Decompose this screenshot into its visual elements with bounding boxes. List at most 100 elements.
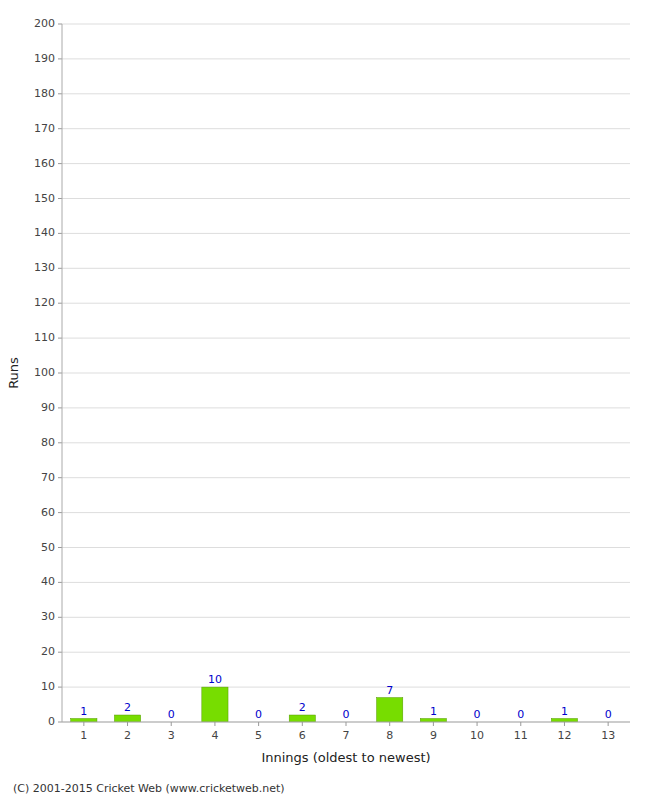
grid-line [62,198,630,199]
x-tick-label: 5 [255,729,262,742]
x-tick-label: 9 [430,729,437,742]
grid [62,24,630,722]
y-tick-label: 180 [34,87,55,100]
y-tick-label: 40 [41,575,55,588]
y-tick [58,477,62,478]
grid-line [62,477,630,478]
bar [202,687,228,722]
y-tick [58,617,62,618]
x-tick [302,722,303,726]
data-label: 7 [386,684,393,697]
y-tick [58,687,62,688]
y-tick-label: 60 [41,506,55,519]
y-tick [58,652,62,653]
x-tick [477,722,478,726]
grid-line [62,373,630,374]
y-tick-label: 0 [48,715,55,728]
y-tick-label: 190 [34,52,55,65]
x-tick [214,722,215,726]
data-label: 0 [605,708,612,721]
x-tick-label: 7 [343,729,350,742]
grid-line [62,303,630,304]
grid-line [62,58,630,59]
data-label: 2 [124,701,131,714]
x-tick [520,722,521,726]
y-tick-label: 110 [34,331,55,344]
data-label: 1 [430,705,437,718]
grid-line [62,338,630,339]
x-tick [83,722,84,726]
y-tick-label: 70 [41,471,55,484]
grid-line [62,163,630,164]
grid-line [62,582,630,583]
x-tick-label: 8 [386,729,393,742]
bars [71,687,578,722]
y-tick-label: 20 [41,645,55,658]
y-tick [58,58,62,59]
y-axis [62,24,63,722]
data-label: 0 [168,708,175,721]
x-tick [171,722,172,726]
y-tick-label: 170 [34,122,55,135]
x-tick [433,722,434,726]
y-tick [58,722,62,723]
x-tick [389,722,390,726]
data-label: 1 [561,705,568,718]
y-tick-label: 90 [41,401,55,414]
bar [71,719,97,722]
data-label: 2 [299,701,306,714]
x-tick [258,722,259,726]
x-tick-label: 11 [514,729,528,742]
chart-container: 0102030405060708090100110120130140150160… [0,0,650,800]
y-tick-label: 160 [34,157,55,170]
x-tick-label: 12 [557,729,571,742]
y-tick-label: 100 [34,366,55,379]
data-label: 0 [343,708,350,721]
grid-line [62,128,630,129]
footer: (C) 2001-2015 Cricket Web (www.cricketwe… [13,782,285,795]
y-tick-label: 80 [41,436,55,449]
grid-line [62,268,630,269]
grid-line [62,24,630,25]
data-label: 10 [208,673,222,686]
y-tick-label: 50 [41,541,55,554]
bar [551,719,577,722]
chart: 0102030405060708090100110120130140150160… [0,0,650,800]
data-label: 0 [474,708,481,721]
y-tick [58,582,62,583]
data-label: 0 [517,708,524,721]
x-axis-label: Innings (oldest to newest) [261,750,430,765]
y-tick-label: 140 [34,226,55,239]
bar [377,698,403,722]
x-tick-label: 13 [601,729,615,742]
grid-line [62,617,630,618]
data-label: 1 [80,705,87,718]
y-tick-label: 200 [34,17,55,30]
grid-line [62,407,630,408]
grid-line [62,652,630,653]
bar [114,715,140,722]
y-tick-label: 30 [41,610,55,623]
y-tick [58,442,62,443]
grid-line [62,93,630,94]
y-axis-label: Runs [6,357,21,389]
grid-line [62,442,630,443]
x-tick [608,722,609,726]
y-tick [58,163,62,164]
y-tick [58,93,62,94]
data-label: 0 [255,708,262,721]
y-tick [58,512,62,513]
x-tick-label: 10 [470,729,484,742]
y-tick [58,338,62,339]
x-tick [127,722,128,726]
x-tick [564,722,565,726]
bar [289,715,315,722]
grid-line [62,512,630,513]
y-tick [58,268,62,269]
x-tick-label: 3 [168,729,175,742]
bar [420,719,446,722]
y-tick [58,373,62,374]
x-tick-label: 1 [80,729,87,742]
y-tick [58,303,62,304]
y-tick-label: 120 [34,296,55,309]
